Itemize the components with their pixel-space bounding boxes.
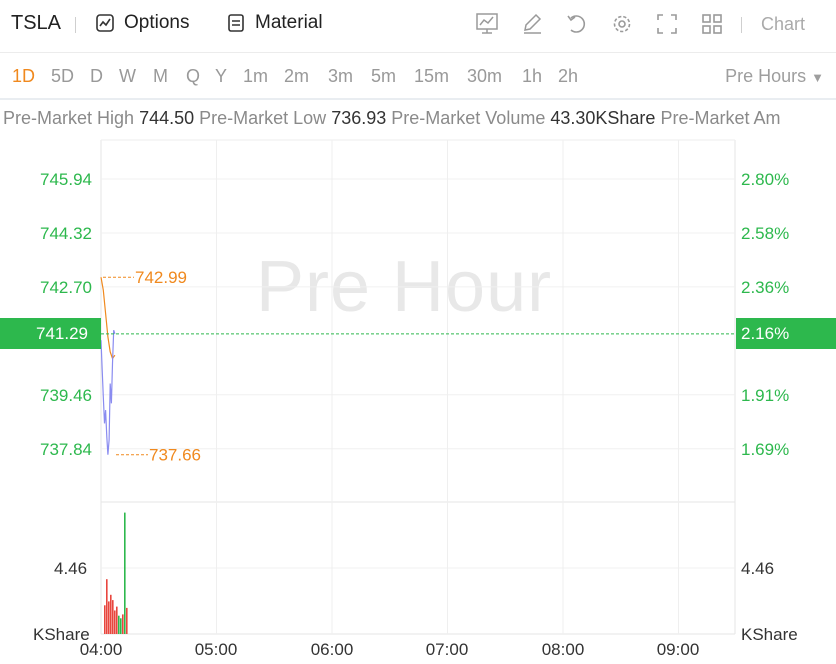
- premarket-stats: Pre-Market High 744.50 Pre-Market Low 73…: [3, 108, 836, 129]
- price-tick: 744.32: [40, 224, 92, 243]
- period-1h[interactable]: 1h: [522, 66, 543, 86]
- period-month[interactable]: M: [153, 66, 168, 86]
- current-percent-badge: 2.16%: [736, 318, 836, 349]
- price-tick: 739.46: [40, 386, 92, 405]
- volume-tick-left: 4.46: [54, 559, 88, 578]
- volume-bar: [110, 594, 112, 634]
- session-label: Pre Hours: [725, 66, 807, 86]
- period-day[interactable]: D: [90, 66, 103, 86]
- period-2h[interactable]: 2h: [558, 66, 579, 86]
- percent-tick: 1.69%: [741, 440, 790, 459]
- session-dropdown[interactable]: Pre Hours ▼: [725, 66, 824, 87]
- volume-bar: [116, 606, 118, 634]
- volume-bar: [118, 615, 120, 634]
- time-tick: 08:00: [541, 640, 585, 659]
- low-value: 736.93: [331, 108, 387, 128]
- volume-bar: [114, 610, 116, 634]
- period-year[interactable]: Y: [215, 66, 228, 86]
- settings-gear-icon[interactable]: [610, 12, 634, 36]
- percent-tick: 2.58%: [741, 224, 790, 243]
- undo-icon[interactable]: [565, 12, 589, 36]
- time-tick: 09:00: [656, 640, 700, 659]
- period-5d[interactable]: 5D: [51, 66, 75, 86]
- draw-pen-icon[interactable]: [521, 12, 543, 36]
- period-quarter[interactable]: Q: [186, 66, 201, 86]
- high-value: 744.50: [139, 108, 195, 128]
- period-3m[interactable]: 3m: [328, 66, 354, 86]
- volume-bar: [122, 614, 124, 634]
- toolbar-divider-right: [741, 17, 742, 33]
- time-tick: 07:00: [425, 640, 469, 659]
- volume-bar: [106, 579, 108, 634]
- amount-label: Pre-Market Am: [660, 108, 781, 128]
- price-line: [100, 330, 116, 455]
- percent-tick: 2.36%: [741, 278, 790, 297]
- volume-bar: [126, 607, 128, 634]
- period-1d[interactable]: 1D: [12, 66, 36, 86]
- volume-unit-left: KShare: [33, 625, 90, 644]
- period-week[interactable]: W: [119, 66, 136, 86]
- volume-label: Pre-Market Volume: [391, 108, 546, 128]
- low-label: Pre-Market Low: [199, 108, 327, 128]
- material-label: Material: [255, 12, 323, 33]
- document-icon: [228, 14, 244, 32]
- high-label: Pre-Market High: [3, 108, 135, 128]
- options-icon: [96, 14, 114, 32]
- volume-tick-right: 4.46: [741, 559, 775, 578]
- period-5m[interactable]: 5m: [371, 66, 397, 86]
- period-selector: 1D 5D D W M Q Y 1m 2m 3m 5m 15m 30m 1h 2…: [0, 54, 836, 100]
- layout-grid-icon[interactable]: [700, 12, 724, 36]
- volume-bar: [104, 605, 106, 634]
- volume-bar: [124, 512, 126, 634]
- volume-bar: [108, 601, 110, 634]
- price-tick: 745.94: [40, 170, 92, 189]
- toolbar-divider: [75, 17, 76, 33]
- high-marker-label: 742.99: [135, 268, 187, 287]
- indicator-icon[interactable]: [476, 12, 498, 36]
- current-percent: 2.16%: [741, 324, 790, 343]
- current-price-badge: 741.29: [0, 318, 101, 349]
- percent-tick: 1.91%: [741, 386, 790, 405]
- caret-down-icon: ▼: [811, 70, 824, 85]
- options-label: Options: [124, 12, 190, 33]
- price-tick: 742.70: [40, 278, 92, 297]
- time-tick: 06:00: [310, 640, 354, 659]
- volume-bar: [120, 618, 122, 634]
- price-tick: 737.84: [40, 440, 92, 459]
- volume-value: 43.30KShare: [550, 108, 656, 128]
- period-15m[interactable]: 15m: [414, 66, 450, 86]
- volume-bar: [112, 600, 114, 634]
- low-marker-label: 737.66: [149, 446, 201, 465]
- stock-symbol: TSLA: [11, 12, 62, 34]
- fullscreen-icon[interactable]: [655, 12, 679, 36]
- percent-tick: 2.80%: [741, 170, 790, 189]
- time-tick: 04:00: [79, 640, 123, 659]
- current-price: 741.29: [36, 324, 88, 343]
- top-toolbar: TSLA Options Material: [0, 0, 836, 53]
- period-30m[interactable]: 30m: [467, 66, 503, 86]
- chart-type-button[interactable]: Chart: [761, 14, 806, 34]
- material-button[interactable]: Material: [226, 12, 323, 34]
- period-2m[interactable]: 2m: [284, 66, 310, 86]
- time-tick: 05:00: [194, 640, 238, 659]
- options-button[interactable]: Options: [95, 12, 189, 34]
- volume-unit-right: KShare: [741, 625, 798, 644]
- period-1m[interactable]: 1m: [243, 66, 269, 86]
